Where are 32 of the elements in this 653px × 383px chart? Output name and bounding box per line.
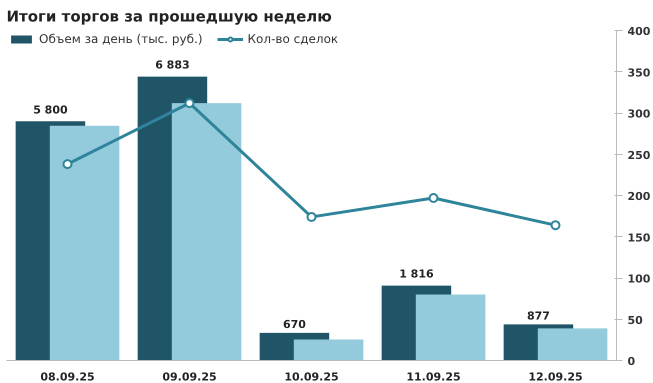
x-tick-label: 10.09.25	[284, 370, 339, 383]
point	[550, 220, 560, 230]
y2-tick-label: 50	[628, 314, 644, 327]
bar	[294, 339, 364, 360]
y2-tick-label: 400	[628, 25, 651, 38]
legend-label: Объем за день (тыс. руб.)	[39, 32, 203, 46]
chart-title: Итоги торгов за прошедшую неделю	[6, 8, 332, 26]
x-tick-label: 09.09.25	[162, 370, 217, 383]
point	[184, 98, 194, 108]
legend-label: Кол-во сделок	[248, 32, 338, 46]
data-label: 877	[526, 309, 550, 322]
point	[428, 192, 438, 203]
bar	[50, 126, 120, 360]
data-label: 5 800	[33, 103, 68, 116]
y2-tick-label: 250	[628, 148, 651, 162]
data-label: 670	[282, 318, 306, 331]
y2-tick-label: 100	[628, 272, 651, 286]
y2-tick-label: 300	[628, 108, 651, 120]
point	[62, 159, 72, 170]
y2-tick-label: 350	[628, 66, 651, 80]
bar	[538, 328, 608, 360]
y2-tick-label: 0	[628, 355, 636, 368]
x-tick-label: 08.09.25	[40, 370, 95, 383]
bar	[416, 294, 486, 360]
data-label: 1 816	[399, 268, 434, 281]
bar	[172, 103, 242, 360]
data-label: 6 883	[155, 58, 190, 72]
y2-tick-label: 200	[628, 190, 651, 203]
x-tick-label: 12.09.25	[528, 370, 583, 383]
x-tick-label: 11.09.25	[406, 370, 461, 383]
point	[306, 212, 316, 222]
y2-tick-label: 150	[628, 231, 651, 244]
